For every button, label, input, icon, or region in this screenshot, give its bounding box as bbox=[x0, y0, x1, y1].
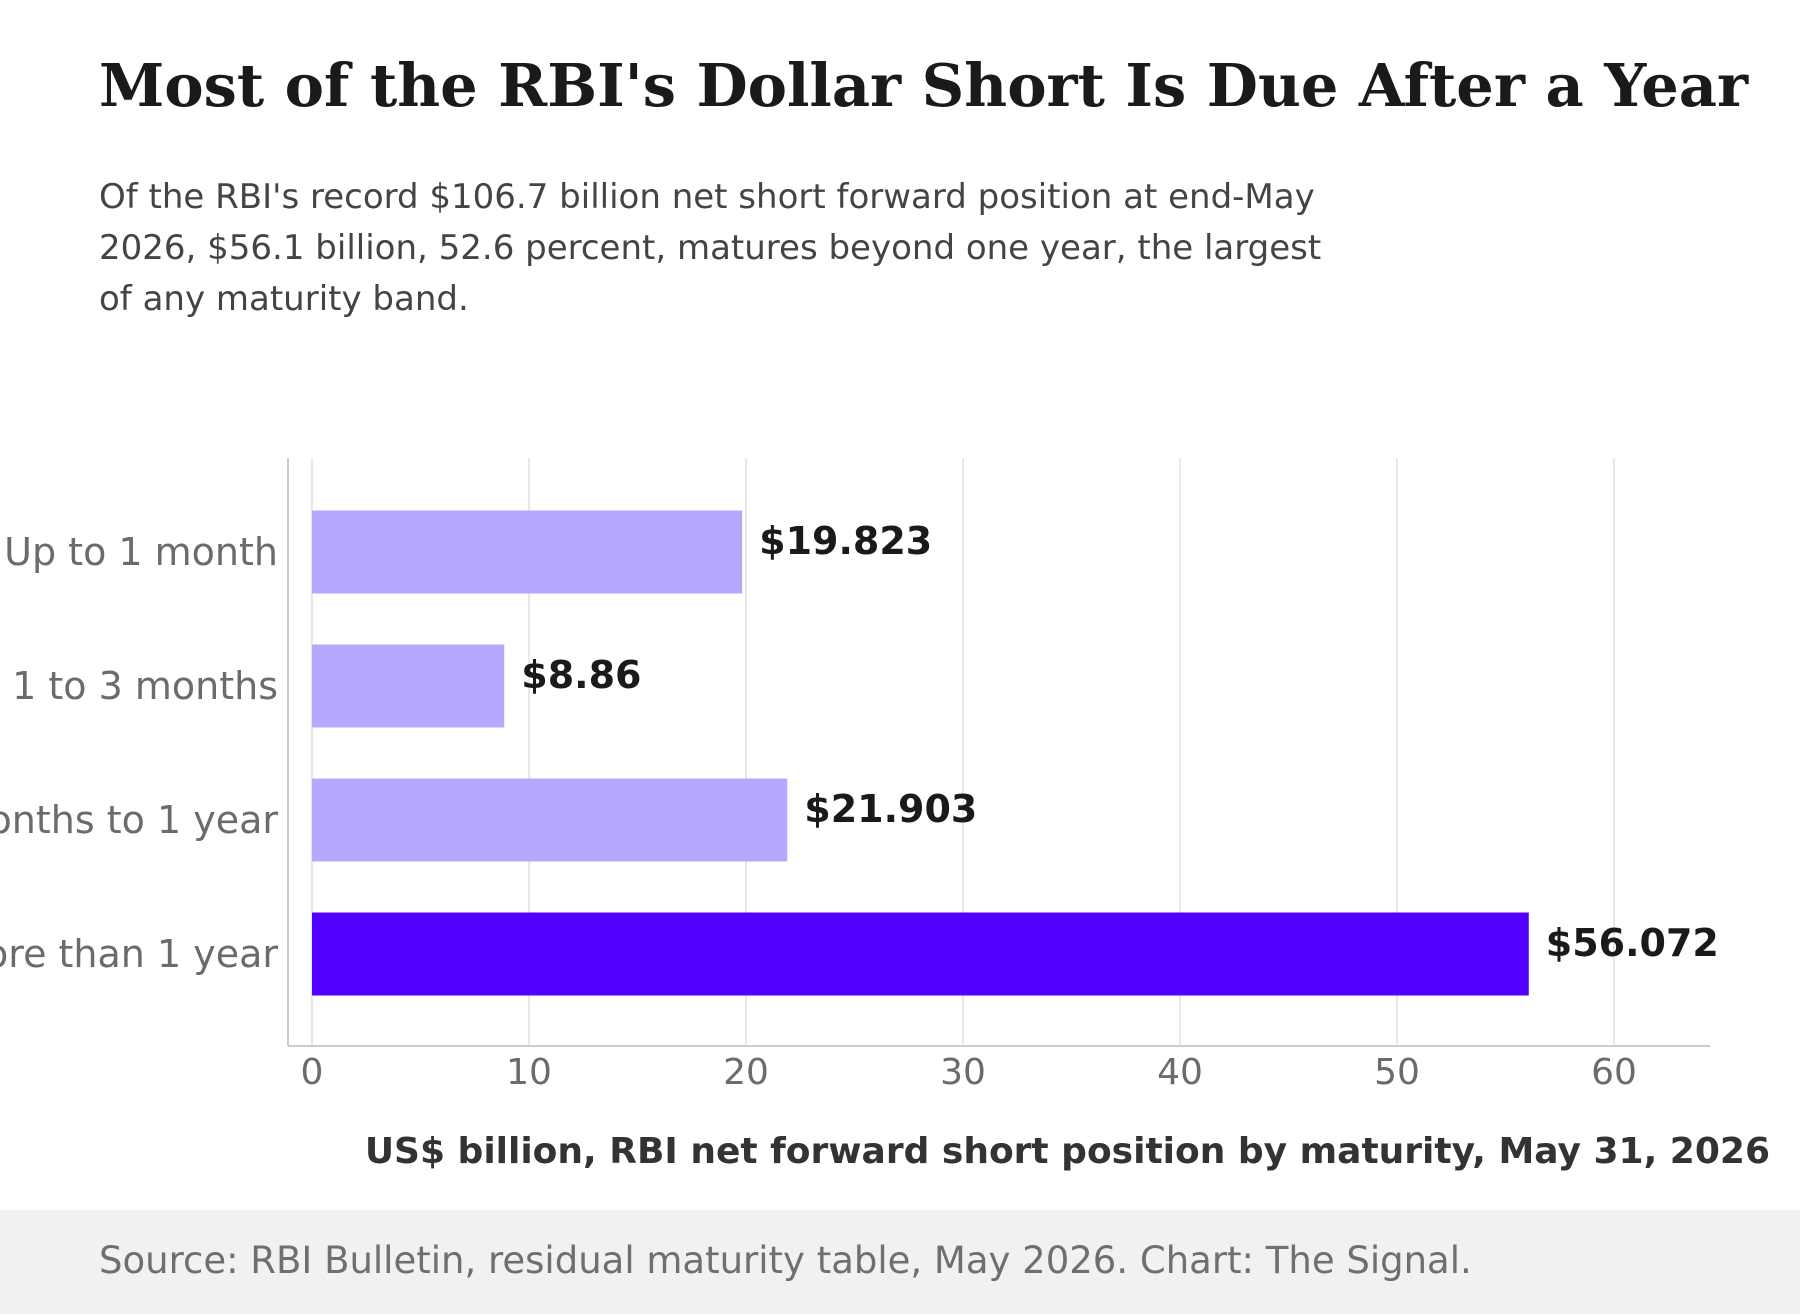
source-note: Source: RBI Bulletin, residual maturity … bbox=[99, 1239, 1472, 1282]
x-tick-label: 50 bbox=[1374, 1052, 1420, 1093]
x-axis-title: US$ billion, RBI net forward short posit… bbox=[365, 1131, 1770, 1172]
x-tick-label: 40 bbox=[1157, 1052, 1203, 1093]
x-tick-label: 0 bbox=[301, 1052, 324, 1093]
y-tick-label: 1 to 3 months bbox=[12, 664, 278, 708]
bar bbox=[312, 912, 1529, 996]
data-label: $21.903 bbox=[804, 787, 977, 831]
y-tick-label: 3 months to 1 year bbox=[0, 798, 278, 842]
footer: Source: RBI Bulletin, residual maturity … bbox=[0, 1210, 1800, 1314]
bars bbox=[312, 510, 1529, 996]
x-tick-label: 10 bbox=[506, 1052, 552, 1093]
data-label: $19.823 bbox=[759, 519, 932, 563]
x-tick-label: 20 bbox=[723, 1052, 769, 1093]
bar bbox=[312, 510, 743, 594]
bar bbox=[312, 778, 788, 862]
x-tick-label: 30 bbox=[940, 1052, 986, 1093]
chart-subtitle: Of the RBI's record $106.7 billion net s… bbox=[99, 177, 1322, 319]
bar bbox=[312, 644, 505, 728]
y-tick-label: Up to 1 month bbox=[4, 530, 278, 574]
chart-title: Most of the RBI's Dollar Short Is Due Af… bbox=[99, 51, 1749, 120]
data-label: $8.86 bbox=[521, 653, 641, 697]
data-label: $56.072 bbox=[1546, 921, 1719, 965]
axes bbox=[287, 458, 1710, 1047]
y-tick-label: More than 1 year bbox=[0, 932, 278, 976]
bar-chart: 0 10 20 30 40 50 60 $19.823 Up to 1 month $8.86 1 … bbox=[0, 458, 1770, 1172]
labels: 0 10 20 30 40 50 60 $19.823 Up to 1 month $8.86 1 … bbox=[0, 519, 1719, 1093]
x-tick-label: 60 bbox=[1591, 1052, 1637, 1093]
